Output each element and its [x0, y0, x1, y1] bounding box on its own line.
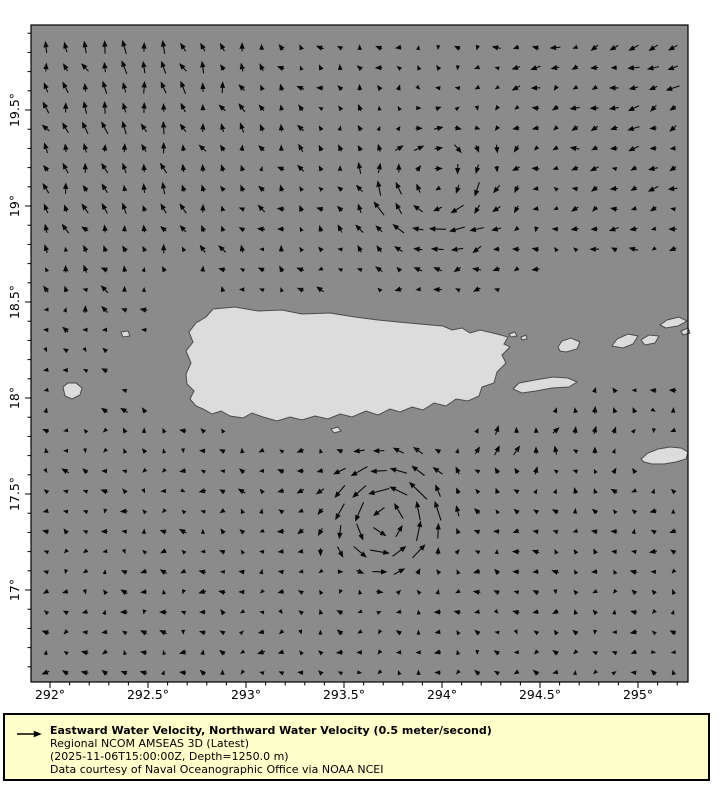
- legend-title: Eastward Water Velocity, Northward Water…: [50, 724, 492, 737]
- land-vieques: [512, 376, 579, 394]
- land-mona-island: [62, 382, 83, 400]
- y-tick-label: 17.5°: [7, 477, 22, 511]
- land-culebra: [557, 337, 581, 353]
- land-st-john: [640, 334, 660, 346]
- velocity-quiver-map: 292° 292.5° 293° 293.5° 294° 294.5° 295° 17° 17.…: [7, 24, 691, 702]
- velocity-vectors: [41, 39, 680, 676]
- y-tick-label: 17°: [7, 579, 22, 601]
- land-puerto-rico: [185, 306, 511, 422]
- x-tick-label: 294.5°: [519, 687, 561, 702]
- reference-arrow-icon: [17, 730, 42, 738]
- land-st-croix: [640, 446, 689, 465]
- land-tortola: [659, 316, 689, 329]
- legend-model-line: Regional NCOM AMSEAS 3D (Latest): [50, 737, 249, 750]
- x-tick-label: 293.5°: [323, 687, 365, 702]
- land-islet-ne-1: [508, 331, 518, 338]
- legend-credit-line: Data courtesy of Naval Oceanographic Off…: [50, 763, 384, 776]
- axis-ticks: [25, 32, 678, 688]
- legend-box: Eastward Water Velocity, Northward Water…: [3, 713, 710, 781]
- reference-arrow: [17, 730, 42, 738]
- x-tick-label: 292°: [35, 687, 65, 702]
- land-features: [62, 306, 691, 465]
- legend-time-depth-line: (2025-11-06T15:00:00Z, Depth=1250.0 m): [50, 750, 289, 763]
- x-tick-label: 295°: [623, 687, 653, 702]
- land-caja-de-muertos: [330, 426, 342, 434]
- y-tick-label: 18°: [7, 387, 22, 409]
- legend-text: Eastward Water Velocity, Northward Water…: [50, 724, 492, 776]
- land-islet-ne-2: [520, 334, 528, 341]
- x-tick-label: 294°: [427, 687, 457, 702]
- land-desecheo-island: [120, 330, 131, 338]
- x-tick-label: 293°: [231, 687, 261, 702]
- plot-frame: [30, 24, 689, 683]
- land-st-thomas: [611, 333, 639, 349]
- y-tick-label: 18.5°: [7, 285, 22, 319]
- y-tick-label: 19°: [7, 195, 22, 217]
- y-tick-label: 19.5°: [7, 93, 22, 127]
- x-tick-label: 292.5°: [127, 687, 169, 702]
